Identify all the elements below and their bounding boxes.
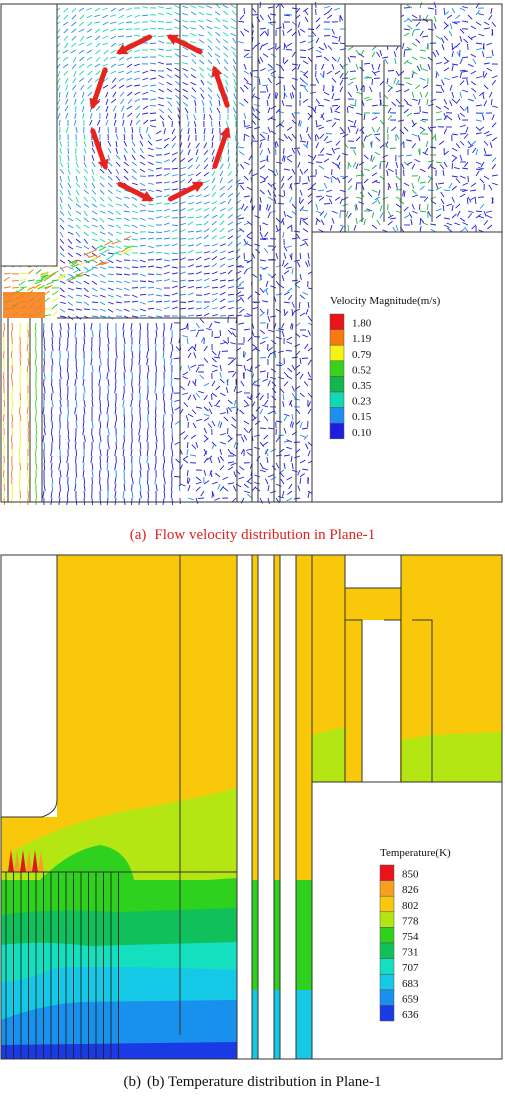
channel-gap-3	[280, 555, 296, 1059]
temperature-legend-swatch	[379, 1005, 395, 1022]
temperature-legend-swatch	[379, 911, 395, 928]
caption-a-label: (a)	[129, 527, 147, 543]
temperature-legend-label: 778	[402, 915, 419, 927]
circulation-arrows	[89, 34, 231, 202]
temperature-legend-title: Temperature(K)	[380, 847, 451, 859]
upper-left-solid-block	[0, 3, 58, 267]
velocity-legend-swatch	[329, 360, 345, 377]
upper-right-notch	[345, 4, 401, 46]
circulation-arrow-head	[116, 43, 129, 55]
temperature-legend-swatch	[379, 973, 395, 991]
temperature-legend-swatch	[379, 895, 395, 913]
temperature-legend-label: 754	[402, 931, 419, 943]
velocity-legend-label: 0.35	[352, 380, 372, 392]
temperature-legend-label: 707	[402, 962, 419, 974]
caption-b-text: (b) Temperature distribution in Plane-1	[147, 1074, 382, 1090]
fuel-rod-lines	[5, 872, 119, 1059]
circulation-arrow-head	[141, 191, 154, 202]
geometry-lines	[0, 3, 503, 503]
temperature-legend-swatch	[379, 864, 395, 881]
temperature-legend-swatch	[379, 989, 395, 1006]
temperature-legend-swatch	[379, 958, 395, 975]
caption-a-text: Flow velocity distribution in Plane-1	[154, 527, 376, 543]
velocity-legend-swatch	[329, 407, 345, 424]
velocity-legend-label: 0.23	[352, 396, 372, 408]
temperature-legend-label: 683	[402, 978, 419, 990]
upper-left-block-edge	[1, 555, 58, 818]
temperature-legend-label: 636	[402, 1009, 419, 1021]
temperature-legend-label: 826	[402, 884, 419, 896]
temperature-legend-swatch	[379, 927, 395, 944]
velocity-vectors	[2, 1, 499, 505]
velocity-legend-label: 1.19	[352, 333, 372, 345]
velocity-legend-label: 0.15	[352, 411, 372, 423]
velocity-legend-swatch	[329, 329, 345, 346]
upper-right-notch	[345, 555, 401, 588]
upper-left-solid-block	[1, 555, 57, 817]
temperature-legend-label: 802	[402, 900, 419, 912]
caption-b: (b) (b) Temperature distribution in Plane…	[0, 1074, 505, 1091]
caption-a: (a) Flow velocity distribution in Plane-1	[0, 527, 505, 544]
circulation-arrow-head	[166, 34, 179, 45]
velocity-legend: Velocity Magnitude(m/s) 1.80 1.19 0.79 0.52…	[329, 295, 441, 440]
temperature-legend-swatch	[379, 880, 395, 897]
temperature-contour-plot: Temperature(K) 850 826 802 778 754 731 707 683 6…	[0, 550, 505, 1062]
temperature-legend-swatch	[379, 942, 395, 959]
channel-gap-1	[237, 555, 252, 1059]
velocity-legend-swatch	[329, 391, 345, 408]
velocity-legend-title: Velocity Magnitude(m/s)	[330, 295, 441, 307]
velocity-legend-label: 0.10	[352, 427, 372, 439]
upper-right-gap	[362, 620, 400, 782]
circulation-arrow-head	[191, 181, 204, 193]
velocity-legend-label: 0.79	[352, 349, 372, 361]
velocity-legend-swatch	[329, 376, 345, 393]
velocity-legend-swatch	[329, 313, 345, 330]
circulation-arrow-head	[89, 97, 101, 110]
circulation-arrow-head	[211, 65, 223, 78]
geometry-lines	[0, 554, 503, 1060]
temperature-legend-label: 850	[402, 869, 419, 881]
velocity-vector-plot: Velocity Magnitude(m/s) 1.80 1.19 0.79 0.52…	[0, 0, 505, 505]
caption-b-label: (b)	[123, 1074, 142, 1090]
velocity-legend-label: 0.52	[352, 364, 371, 376]
temperature-legend: Temperature(K) 850 826 802 778 754 731 707 683 6…	[379, 847, 451, 1022]
right-open-region	[312, 782, 502, 1059]
velocity-legend-swatch	[329, 344, 345, 362]
velocity-legend-label: 1.80	[352, 318, 372, 330]
velocity-legend-swatch	[329, 422, 345, 440]
temperature-legend-label: 659	[402, 993, 419, 1005]
channel-gap-2	[258, 555, 274, 1059]
circulation-arrow-head	[97, 158, 109, 171]
temperature-legend-label: 731	[402, 947, 419, 959]
circulation-arrow-head	[219, 126, 231, 139]
